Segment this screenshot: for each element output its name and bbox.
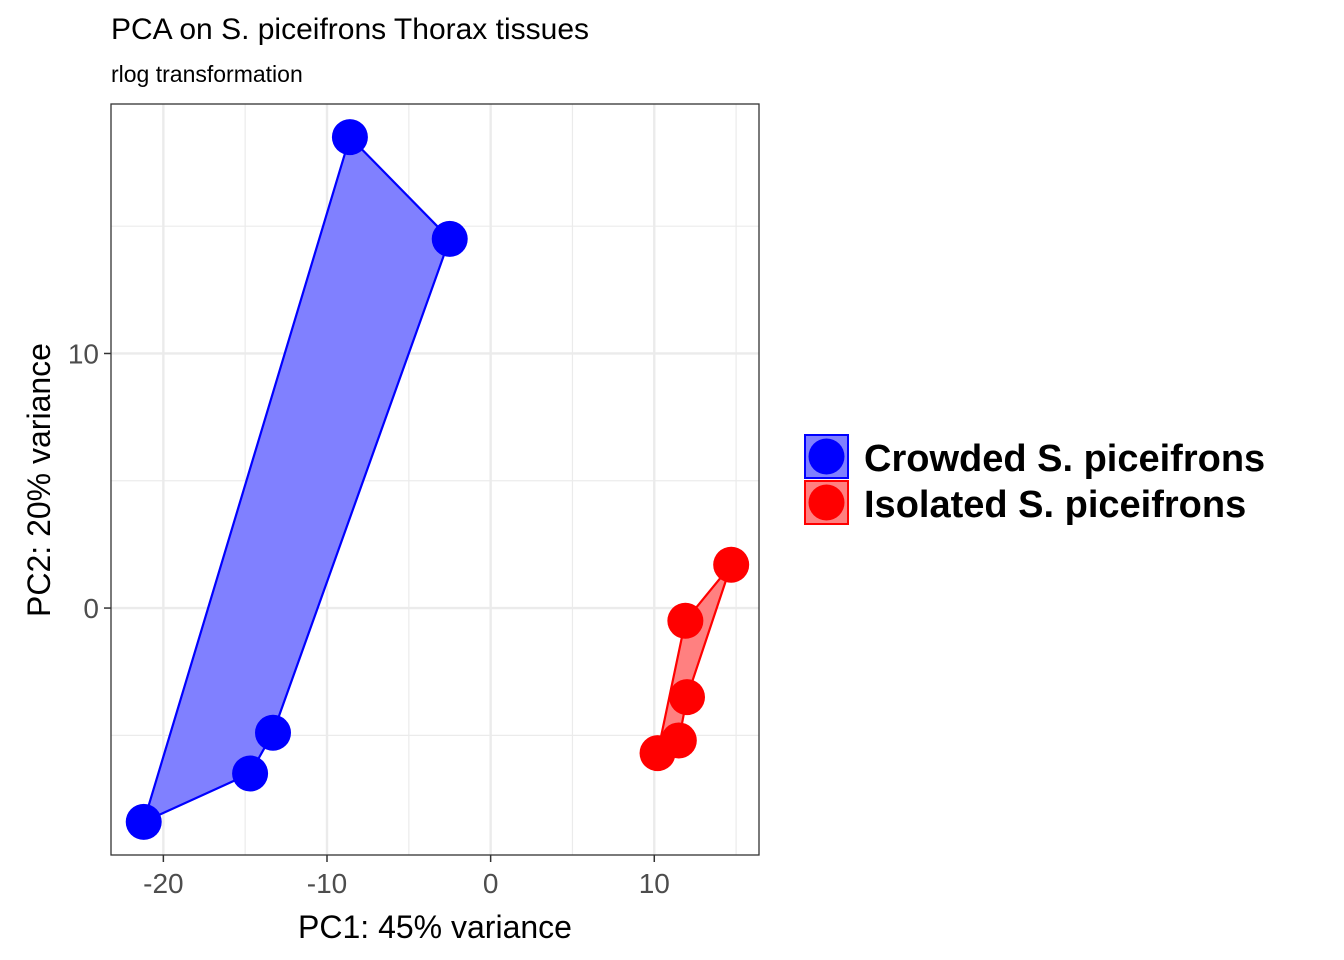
data-point — [431, 220, 468, 257]
data-point — [669, 679, 705, 716]
y-tick-label: 10 — [68, 338, 99, 369]
data-point — [255, 714, 291, 751]
x-axis-title: PC1: 45% variance — [298, 909, 572, 945]
data-point — [667, 602, 704, 639]
x-tick-label: 10 — [639, 868, 670, 899]
plot-border — [110, 103, 760, 856]
x-tick-label: -10 — [307, 868, 347, 899]
data-point — [331, 119, 368, 156]
data-points — [125, 119, 750, 840]
legend-marker — [808, 438, 845, 475]
data-point — [639, 735, 676, 772]
x-axis-ticks: -20 -10 0 10 — [143, 855, 670, 899]
legend-label: Crowded S. piceifrons — [864, 438, 1265, 480]
cluster-hull — [142, 135, 451, 824]
y-axis-title: PC2: 20% variance — [21, 343, 57, 617]
chart-title: PCA on S. piceifrons Thorax tissues — [111, 13, 589, 46]
x-tick-label: 0 — [483, 868, 499, 899]
data-point — [713, 546, 750, 583]
x-tick-label: -20 — [143, 868, 183, 899]
data-point — [232, 755, 269, 792]
legend-marker — [808, 484, 845, 521]
data-point — [125, 803, 162, 840]
chart-subtitle: rlog transformation — [111, 61, 303, 87]
legend-label: Isolated S. piceifrons — [864, 484, 1246, 526]
y-axis-ticks: 0 10 — [68, 338, 111, 624]
y-tick-label: 0 — [83, 593, 99, 624]
